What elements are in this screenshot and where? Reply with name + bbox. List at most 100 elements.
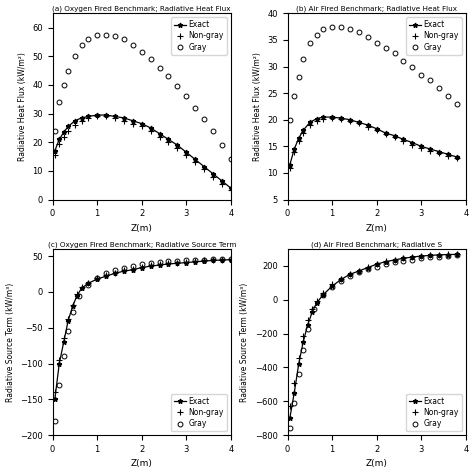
Gray bbox=[296, 371, 301, 377]
Gray bbox=[103, 32, 109, 37]
Gray bbox=[61, 82, 66, 88]
Exact bbox=[296, 361, 301, 367]
Exact bbox=[121, 115, 127, 121]
Exact bbox=[392, 257, 397, 263]
Gray bbox=[112, 267, 118, 273]
Exact bbox=[85, 114, 91, 119]
Non-gray bbox=[130, 121, 136, 127]
Exact bbox=[201, 258, 207, 264]
Non-gray bbox=[201, 167, 207, 173]
Gray bbox=[338, 24, 344, 29]
Non-gray bbox=[374, 261, 380, 267]
Exact bbox=[61, 339, 66, 345]
Non-gray bbox=[56, 357, 62, 363]
Gray bbox=[94, 32, 100, 37]
Gray bbox=[157, 65, 163, 71]
Gray bbox=[287, 426, 292, 431]
Non-gray bbox=[121, 268, 127, 273]
Non-gray bbox=[436, 150, 442, 156]
Gray bbox=[85, 36, 91, 42]
X-axis label: Z(m): Z(m) bbox=[366, 224, 388, 233]
Gray bbox=[210, 128, 216, 134]
Exact bbox=[130, 267, 136, 273]
Gray bbox=[401, 58, 406, 64]
Exact bbox=[192, 259, 198, 264]
Non-gray bbox=[192, 159, 198, 165]
Gray bbox=[401, 258, 406, 264]
Line: Exact: Exact bbox=[287, 115, 459, 167]
Non-gray bbox=[94, 114, 100, 119]
Non-gray bbox=[338, 276, 344, 282]
Gray bbox=[365, 35, 371, 40]
Non-gray bbox=[329, 282, 335, 287]
Non-gray bbox=[445, 251, 451, 257]
Exact bbox=[112, 271, 118, 276]
Gray bbox=[183, 257, 189, 263]
Non-gray bbox=[454, 251, 460, 257]
Exact bbox=[401, 137, 406, 142]
Exact bbox=[130, 118, 136, 124]
Non-gray bbox=[314, 298, 319, 303]
Exact bbox=[454, 252, 460, 257]
Gray bbox=[445, 93, 451, 99]
Exact bbox=[56, 137, 62, 142]
Gray bbox=[65, 328, 71, 334]
Gray bbox=[347, 27, 353, 32]
Gray bbox=[374, 264, 380, 269]
Non-gray bbox=[174, 260, 180, 265]
Gray bbox=[347, 273, 353, 279]
Gray bbox=[320, 27, 326, 32]
Non-gray bbox=[419, 145, 424, 151]
Exact bbox=[79, 285, 84, 291]
Non-gray bbox=[103, 114, 109, 119]
Non-gray bbox=[112, 115, 118, 121]
Gray bbox=[410, 257, 415, 263]
Exact bbox=[94, 276, 100, 282]
Exact bbox=[445, 152, 451, 157]
Gray bbox=[174, 83, 180, 89]
Line: Gray: Gray bbox=[53, 256, 233, 423]
Gray bbox=[70, 309, 75, 315]
Non-gray bbox=[157, 134, 163, 139]
Non-gray bbox=[445, 153, 451, 159]
Gray bbox=[52, 418, 58, 424]
Non-gray bbox=[329, 115, 335, 121]
Non-gray bbox=[72, 122, 78, 128]
Exact bbox=[103, 273, 109, 279]
Non-gray bbox=[347, 271, 353, 277]
Non-gray bbox=[338, 117, 344, 122]
Exact bbox=[165, 137, 171, 142]
Non-gray bbox=[183, 259, 189, 264]
Exact bbox=[309, 310, 315, 315]
Gray bbox=[445, 253, 451, 259]
Gray bbox=[307, 40, 313, 46]
Non-gray bbox=[74, 291, 80, 297]
Exact bbox=[210, 257, 216, 263]
Non-gray bbox=[148, 128, 154, 134]
Exact bbox=[157, 262, 163, 268]
Non-gray bbox=[347, 118, 353, 124]
Exact bbox=[365, 264, 371, 270]
Gray bbox=[419, 255, 424, 261]
Non-gray bbox=[436, 252, 442, 257]
Gray bbox=[320, 292, 326, 298]
Gray bbox=[410, 64, 415, 69]
Gray bbox=[454, 101, 460, 107]
Non-gray bbox=[428, 252, 433, 258]
Exact bbox=[314, 116, 319, 121]
Y-axis label: Radiative Source Term (kW/m³): Radiative Source Term (kW/m³) bbox=[240, 283, 249, 401]
Gray bbox=[301, 347, 306, 353]
Exact bbox=[228, 185, 234, 191]
Non-gray bbox=[103, 273, 109, 278]
X-axis label: Z(m): Z(m) bbox=[366, 459, 388, 468]
Y-axis label: Radiative Source Term (kW/m³): Radiative Source Term (kW/m³) bbox=[6, 283, 15, 401]
Non-gray bbox=[61, 336, 66, 341]
Gray bbox=[219, 256, 225, 262]
Non-gray bbox=[65, 128, 71, 134]
Gray bbox=[157, 259, 163, 265]
Non-gray bbox=[320, 116, 326, 121]
Gray bbox=[287, 117, 292, 123]
Non-gray bbox=[410, 142, 415, 147]
Exact bbox=[183, 260, 189, 265]
Exact bbox=[329, 114, 335, 120]
